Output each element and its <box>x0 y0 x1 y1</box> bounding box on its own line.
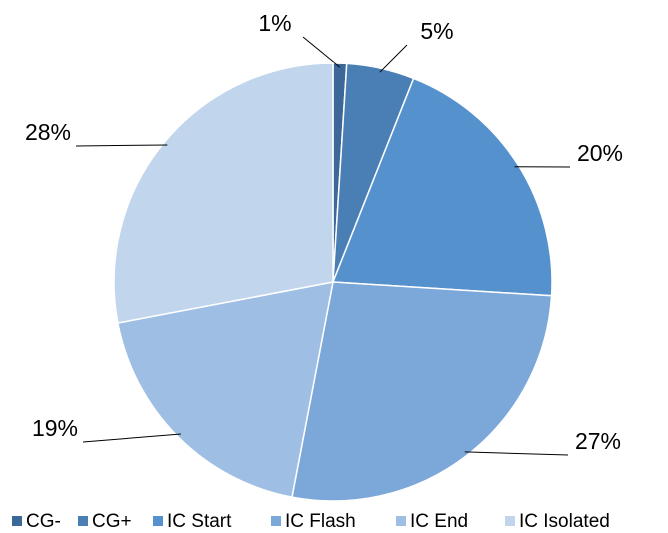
legend-swatch <box>271 516 281 526</box>
pie-slice <box>291 281 553 502</box>
legend-label: CG+ <box>92 511 132 532</box>
pie-slice <box>117 281 334 498</box>
legend-swatch <box>153 516 163 526</box>
data-label: 1% <box>258 10 291 36</box>
leader-line <box>379 44 408 73</box>
pie-slice <box>331 77 553 297</box>
data-label: 20% <box>577 140 623 166</box>
pie-slice <box>113 62 334 324</box>
legend-label: IC Isolated <box>519 511 610 532</box>
data-label: 28% <box>25 119 71 145</box>
data-label: 27% <box>575 428 621 454</box>
leader-line <box>82 433 182 443</box>
leader-line <box>75 144 168 147</box>
leader-line <box>302 36 341 68</box>
legend-label: CG- <box>26 511 61 532</box>
legend-swatch <box>396 516 406 526</box>
leader-line <box>464 451 569 456</box>
legend-label: IC Flash <box>285 511 356 532</box>
legend-swatch <box>505 516 515 526</box>
data-label: 19% <box>32 415 78 441</box>
legend-swatch <box>12 516 22 526</box>
legend-label: IC End <box>410 511 468 532</box>
data-label: 5% <box>420 18 453 44</box>
legend-swatch <box>78 516 88 526</box>
legend-label: IC Start <box>167 511 232 532</box>
